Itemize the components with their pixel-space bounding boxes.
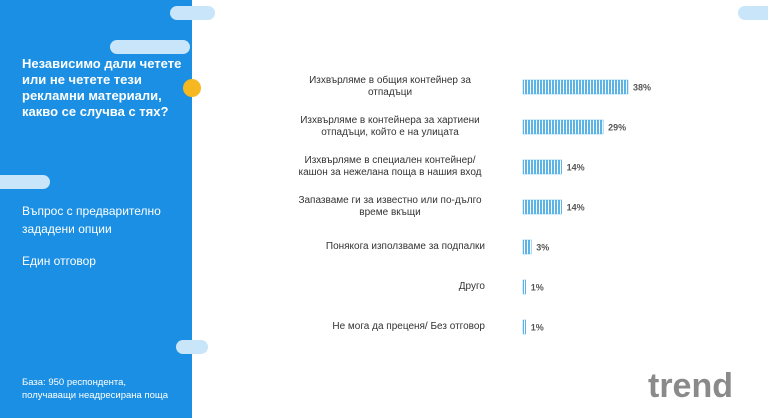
category-label: Изхвърляме в контейнера за хартиени отпа… [300, 115, 480, 138]
decor [0, 175, 50, 189]
logo: trend [648, 367, 733, 405]
decor-dot [183, 79, 201, 97]
decor [170, 6, 215, 20]
value-label: 14% [567, 202, 585, 212]
bar [522, 79, 629, 95]
category-label: Запазваме ги за известно или по-дълго вр… [298, 195, 482, 218]
bar [522, 199, 562, 215]
bar [522, 279, 527, 295]
category-label: Не мога да преценя/ Без отговор [332, 321, 485, 332]
value-label: 38% [633, 82, 651, 92]
bar [522, 119, 604, 135]
decor [738, 6, 768, 20]
category-label: Понякога използваме за подпалки [325, 241, 485, 252]
bar [522, 159, 562, 175]
value-label: 1% [531, 282, 544, 292]
category-label: Изхвърляме в общия контейнер за отпадъци [309, 75, 471, 98]
value-label: 3% [536, 242, 549, 252]
value-label: 14% [567, 162, 585, 172]
bar [522, 239, 532, 255]
answer-type: Един отговор [22, 254, 96, 268]
decor [176, 340, 208, 354]
value-label: 1% [531, 322, 544, 332]
bar [522, 319, 527, 335]
left-panel [0, 0, 192, 418]
value-label: 29% [608, 122, 626, 132]
bars: 38% 29% 14% 14% 3% 1% 1% [522, 79, 651, 335]
question-type: Въпрос с предварително зададени опции [22, 204, 161, 236]
title: Независимо дали четете или не четете тез… [22, 56, 182, 119]
category-label: Изхвърляме в специален контейнер/ кашон … [298, 155, 482, 178]
category-label: Друго [458, 281, 485, 292]
base-note: База: 950 респондента, получаващи неадре… [22, 377, 168, 401]
decor [110, 40, 190, 54]
